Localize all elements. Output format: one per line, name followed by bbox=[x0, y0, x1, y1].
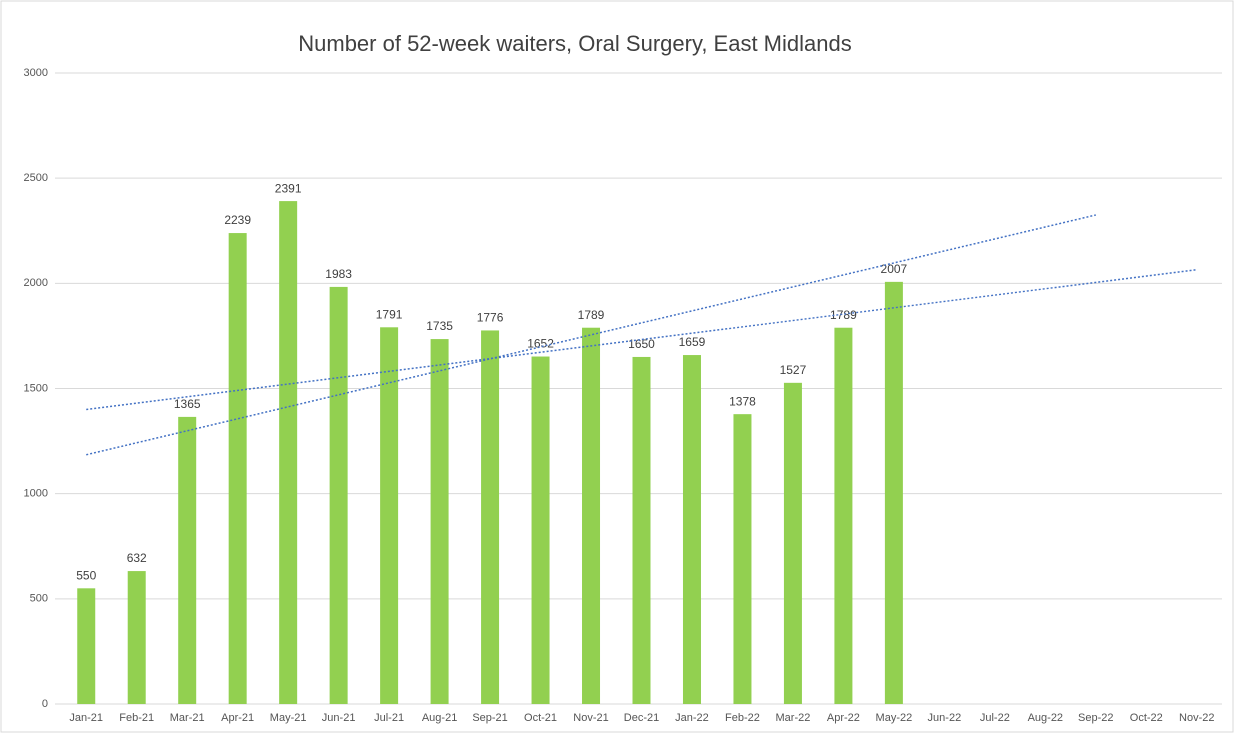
bar bbox=[430, 339, 449, 704]
y-tick-label: 500 bbox=[30, 593, 48, 605]
data-label: 1791 bbox=[376, 307, 403, 321]
data-label: 1789 bbox=[578, 308, 605, 322]
x-tick-label: Jun-21 bbox=[322, 712, 356, 724]
data-label: 1650 bbox=[628, 337, 655, 351]
data-label: 1983 bbox=[325, 267, 352, 281]
data-label: 1378 bbox=[729, 394, 756, 408]
bar bbox=[531, 356, 550, 704]
x-tick-label: Apr-22 bbox=[827, 712, 860, 724]
bar bbox=[582, 327, 601, 704]
x-tick-label: Jan-22 bbox=[675, 712, 709, 724]
bar bbox=[228, 233, 247, 704]
bar bbox=[77, 588, 96, 704]
x-tick-label: Nov-21 bbox=[573, 712, 608, 724]
y-tick-label: 2500 bbox=[24, 172, 48, 184]
data-label: 1789 bbox=[830, 308, 857, 322]
x-tick-label: May-21 bbox=[270, 712, 307, 724]
data-label: 2007 bbox=[881, 262, 908, 276]
y-tick-label: 2000 bbox=[24, 277, 48, 289]
bar bbox=[127, 571, 146, 704]
chart-title: Number of 52-week waiters, Oral Surgery,… bbox=[298, 31, 851, 56]
x-tick-label: Feb-21 bbox=[119, 712, 154, 724]
x-tick-label: Sep-21 bbox=[472, 712, 507, 724]
trendline bbox=[86, 214, 1096, 456]
bar bbox=[632, 356, 651, 704]
data-label: 1527 bbox=[780, 363, 807, 377]
x-tick-label: Feb-22 bbox=[725, 712, 760, 724]
x-tick-label: Nov-22 bbox=[1179, 712, 1214, 724]
data-label: 1365 bbox=[174, 397, 201, 411]
x-tick-label: Jul-22 bbox=[980, 712, 1010, 724]
bar bbox=[834, 327, 853, 704]
y-tick-label: 1500 bbox=[24, 382, 48, 394]
trendline bbox=[86, 268, 1197, 411]
bar bbox=[178, 416, 197, 704]
bar bbox=[682, 355, 701, 704]
x-tick-label: Jun-22 bbox=[928, 712, 962, 724]
x-tick-label: Jul-21 bbox=[374, 712, 404, 724]
data-label: 1735 bbox=[426, 319, 453, 333]
x-tick-label: Mar-22 bbox=[776, 712, 811, 724]
x-tick-label: Sep-22 bbox=[1078, 712, 1113, 724]
x-tick-label: Aug-22 bbox=[1028, 712, 1063, 724]
data-label: 632 bbox=[127, 551, 147, 565]
y-tick-label: 0 bbox=[42, 698, 48, 710]
bar bbox=[733, 414, 752, 704]
data-label: 1652 bbox=[527, 337, 554, 351]
bar bbox=[783, 382, 802, 704]
x-tick-label: Jan-21 bbox=[69, 712, 103, 724]
data-label: 2391 bbox=[275, 181, 302, 195]
bar bbox=[279, 201, 298, 704]
data-label: 1659 bbox=[679, 335, 706, 349]
x-tick-label: Apr-21 bbox=[221, 712, 254, 724]
x-tick-label: May-22 bbox=[876, 712, 913, 724]
x-tick-label: Oct-21 bbox=[524, 712, 557, 724]
data-label: 1776 bbox=[477, 311, 504, 325]
data-label: 2239 bbox=[224, 213, 251, 227]
data-label: 550 bbox=[76, 568, 96, 582]
bar bbox=[380, 327, 399, 704]
x-tick-label: Aug-21 bbox=[422, 712, 457, 724]
x-tick-label: Oct-22 bbox=[1130, 712, 1163, 724]
bar bbox=[481, 330, 500, 704]
bar bbox=[884, 281, 903, 704]
bar bbox=[329, 286, 348, 704]
y-tick-label: 3000 bbox=[24, 67, 48, 79]
y-tick-label: 1000 bbox=[24, 488, 48, 500]
x-tick-label: Dec-21 bbox=[624, 712, 659, 724]
x-tick-label: Mar-21 bbox=[170, 712, 205, 724]
